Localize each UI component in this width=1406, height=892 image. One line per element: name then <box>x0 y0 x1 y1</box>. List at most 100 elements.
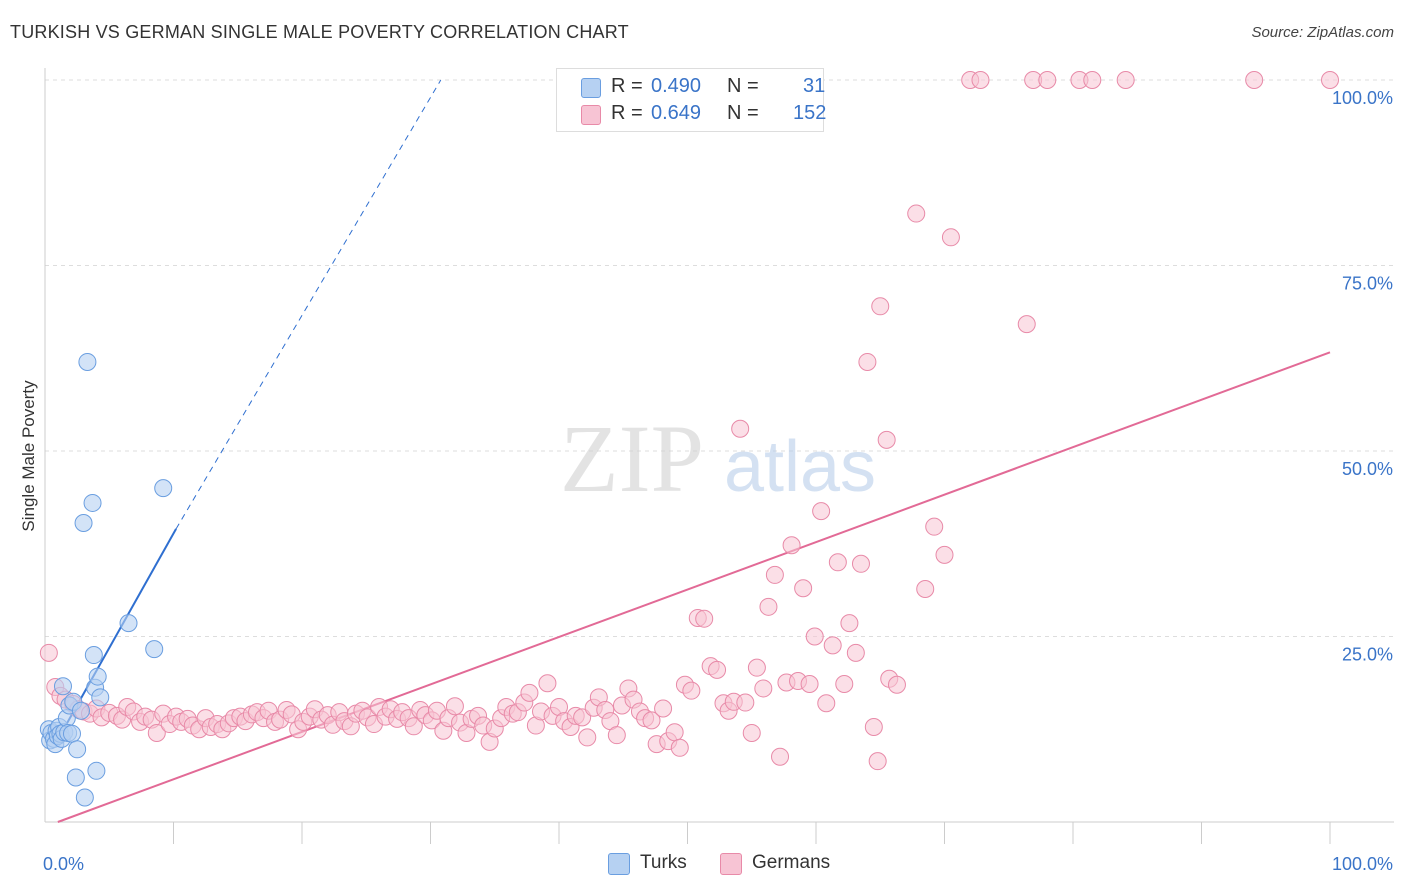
chart-title: TURKISH VS GERMAN SINGLE MALE POVERTY CO… <box>10 22 629 42</box>
y-tick-label-50: 50.0% <box>1342 459 1393 479</box>
turks-point-15 <box>62 724 81 743</box>
turks-point-24 <box>84 646 103 665</box>
germans-legend-label: Germans <box>752 852 831 873</box>
turks-point-19 <box>71 701 90 720</box>
germans-point-121 <box>747 658 766 677</box>
germans-point-141 <box>864 718 883 737</box>
gridlines <box>45 79 1394 637</box>
germans-points <box>39 71 1339 771</box>
germans-point-159 <box>1116 71 1135 89</box>
germans-point-114 <box>708 660 727 679</box>
germans-point-140 <box>858 352 877 371</box>
watermark-zip: ZIP <box>560 405 704 512</box>
turks-point-22 <box>78 352 97 371</box>
turks-point-26 <box>87 761 106 780</box>
germans-point-151 <box>941 228 960 247</box>
germans-point-91 <box>573 708 592 727</box>
turks-legend-label: Turks <box>640 852 687 873</box>
stats-legend: R = 0.490 N = 31 R = 0.649 N = 152 <box>556 68 827 132</box>
germans-r-label: R = <box>611 102 643 124</box>
germans-point-123 <box>759 597 778 616</box>
germans-point-154 <box>1017 315 1036 334</box>
turks-point-29 <box>119 614 138 633</box>
x-tick-label-min: 0.0% <box>43 854 84 874</box>
germans-point-142 <box>871 297 890 316</box>
turks-point-23 <box>83 493 102 512</box>
turks-point-18 <box>66 768 85 787</box>
germans-point-132 <box>812 502 831 521</box>
germans-point-69 <box>445 697 464 716</box>
watermark-atlas: atlas <box>724 427 876 507</box>
germans-point-143 <box>868 752 887 771</box>
turks-point-27 <box>88 667 107 686</box>
turks-r-value: 0.490 <box>651 75 702 97</box>
germans-point-135 <box>828 553 847 572</box>
germans-point-160 <box>1245 71 1264 89</box>
germans-point-136 <box>835 674 854 693</box>
turks-point-31 <box>154 479 173 498</box>
germans-point-153 <box>971 71 990 89</box>
germans-point-112 <box>695 609 714 628</box>
turks-trend-extension <box>175 79 442 530</box>
germans-r-value: 0.649 <box>651 102 702 124</box>
germans-point-150 <box>935 545 954 564</box>
germans-point-131 <box>805 627 824 646</box>
turks-point-30 <box>145 640 164 659</box>
germans-point-82 <box>520 683 539 702</box>
germans-point-122 <box>754 679 773 698</box>
germans-point-18 <box>147 723 166 742</box>
germans-point-134 <box>823 636 842 655</box>
germans-point-161 <box>1321 71 1339 89</box>
germans-n-value: 152 <box>793 102 827 124</box>
y-tick-label-75: 75.0% <box>1342 274 1393 294</box>
germans-n-label: N = <box>727 102 759 124</box>
turks-point-28 <box>91 688 110 707</box>
turks-r-label: R = <box>611 75 643 97</box>
germans-point-138 <box>846 643 865 662</box>
germans-point-108 <box>670 738 689 757</box>
germans-point-103 <box>642 711 661 730</box>
germans-point-62 <box>404 717 423 736</box>
germans-point-97 <box>607 726 626 745</box>
y-axis-label: Single Male Poverty <box>19 380 38 532</box>
germans-point-129 <box>794 579 813 598</box>
turks-point-20 <box>74 513 93 532</box>
germans-point-125 <box>771 747 790 766</box>
germans-point-139 <box>851 554 870 573</box>
germans-point-119 <box>736 693 755 712</box>
axes <box>44 68 1394 844</box>
germans-point-124 <box>765 565 784 584</box>
germans-point-147 <box>907 204 926 223</box>
tick-labels: 25.0% 50.0% 75.0% 100.0% 0.0% 100.0% <box>43 88 1393 874</box>
germans-point-107 <box>665 723 684 742</box>
turks-legend-swatch <box>608 853 630 875</box>
germans-swatch <box>581 105 601 125</box>
turks-swatch <box>581 78 601 98</box>
germans-point-120 <box>742 723 761 742</box>
germans-trend-line <box>57 351 1331 823</box>
germans-point-144 <box>877 430 896 449</box>
germans-point-85 <box>538 674 557 693</box>
germans-point-158 <box>1083 71 1102 89</box>
germans-point-149 <box>925 517 944 536</box>
germans-point-105 <box>654 699 673 718</box>
germans-point-148 <box>916 580 935 599</box>
x-tick-label-max: 100.0% <box>1332 854 1393 874</box>
y-tick-label-100: 100.0% <box>1332 88 1393 108</box>
turks-point-21 <box>75 788 94 807</box>
germans-point-0 <box>39 643 58 662</box>
germans-point-110 <box>682 681 701 700</box>
turks-points <box>39 352 173 807</box>
germans-point-137 <box>840 614 859 633</box>
germans-point-156 <box>1038 71 1057 89</box>
germans-legend-swatch <box>720 853 742 875</box>
turks-n-value: 31 <box>803 75 826 97</box>
germans-point-133 <box>817 694 836 713</box>
germans-point-118 <box>731 419 750 438</box>
germans-point-130 <box>800 674 819 693</box>
y-tick-label-25: 25.0% <box>1342 645 1393 665</box>
germans-point-146 <box>887 675 906 694</box>
source-label: Source: ZipAtlas.com <box>1251 24 1394 41</box>
turks-n-label: N = <box>727 75 759 97</box>
